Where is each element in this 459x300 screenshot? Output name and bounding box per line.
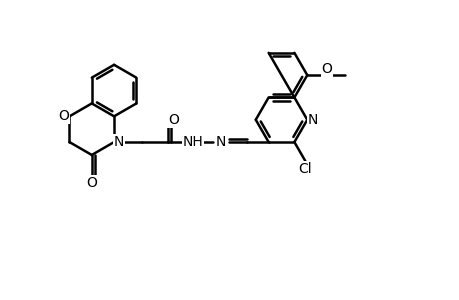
Text: Cl: Cl [298, 162, 311, 176]
Text: O: O [58, 109, 69, 123]
Text: N: N [215, 135, 226, 149]
Text: O: O [168, 113, 179, 127]
Text: N: N [113, 135, 124, 149]
Text: N: N [308, 113, 318, 127]
Text: O: O [321, 62, 332, 76]
Text: NH: NH [183, 135, 203, 149]
Text: O: O [86, 176, 97, 190]
